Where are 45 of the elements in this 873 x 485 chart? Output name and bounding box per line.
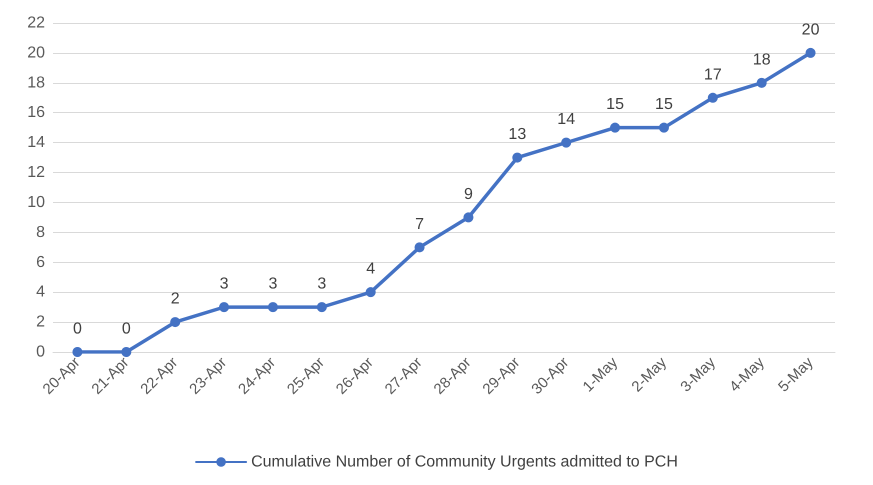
y-tick-label: 18 <box>27 74 46 92</box>
point <box>658 122 669 133</box>
y-tick-label: 8 <box>36 224 46 241</box>
data-label: 0 <box>72 320 82 338</box>
y-tick-label: 0 <box>36 344 46 360</box>
point <box>414 242 425 252</box>
y-tick-label: 12 <box>27 164 46 182</box>
point <box>268 302 278 312</box>
data-label: 4 <box>366 260 376 278</box>
data-label: 9 <box>464 186 473 203</box>
data-label: 0 <box>122 320 131 338</box>
data-label: 18 <box>752 51 771 68</box>
point <box>708 92 718 103</box>
y-tick-label: 20 <box>27 44 46 62</box>
data-label: 7 <box>415 216 424 233</box>
y-tick-label: 6 <box>36 254 46 271</box>
data-label: 15 <box>655 96 673 114</box>
point <box>219 302 230 312</box>
data-label: 2 <box>170 290 180 308</box>
point <box>806 48 816 58</box>
legend-label: Cumulative Number of Community Urgents admitted to PCH <box>251 454 678 470</box>
point <box>463 212 474 222</box>
point <box>366 287 376 298</box>
y-tick-label: 14 <box>27 134 46 152</box>
point <box>512 152 522 163</box>
data-label: 3 <box>317 276 326 293</box>
y-tick-label: 16 <box>27 104 46 122</box>
point <box>756 78 767 88</box>
y-tick-label: 22 <box>27 14 46 32</box>
data-label: 20 <box>802 21 820 38</box>
point <box>72 347 82 357</box>
data-label: 17 <box>704 66 722 84</box>
y-tick-label: 2 <box>36 314 46 331</box>
data-label: 3 <box>220 276 229 293</box>
data-label: 13 <box>508 126 526 144</box>
point <box>561 138 572 148</box>
point <box>316 302 327 312</box>
point <box>170 317 180 328</box>
y-tick-label: 10 <box>27 194 46 211</box>
data-label: 3 <box>268 276 278 293</box>
point <box>610 122 620 133</box>
data-label: 14 <box>557 111 576 128</box>
data-label: 15 <box>606 96 624 114</box>
point <box>121 347 132 357</box>
y-tick-label: 4 <box>36 284 46 301</box>
